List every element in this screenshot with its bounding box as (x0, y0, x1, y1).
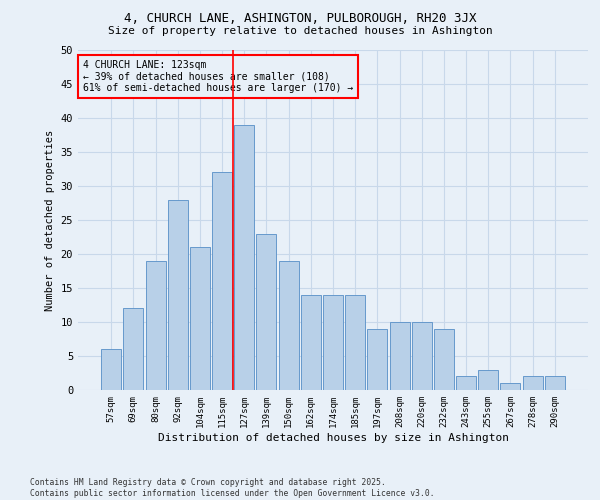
Bar (234, 125, 254, 390)
Bar (345, 295, 365, 390)
Bar (212, 172, 232, 390)
Bar (301, 295, 321, 390)
Bar (412, 322, 432, 390)
Bar (478, 370, 498, 390)
Bar (545, 376, 565, 390)
Bar (523, 376, 542, 390)
Text: Size of property relative to detached houses in Ashington: Size of property relative to detached ho… (107, 26, 493, 36)
Bar (500, 383, 520, 390)
Bar (190, 247, 210, 390)
Bar (434, 329, 454, 390)
Y-axis label: Number of detached properties: Number of detached properties (45, 130, 55, 310)
Bar (367, 329, 388, 390)
Bar (124, 308, 143, 390)
Text: 4, CHURCH LANE, ASHINGTON, PULBOROUGH, RH20 3JX: 4, CHURCH LANE, ASHINGTON, PULBOROUGH, R… (124, 12, 476, 26)
Bar (456, 376, 476, 390)
Bar (146, 261, 166, 390)
Text: Contains HM Land Registry data © Crown copyright and database right 2025.
Contai: Contains HM Land Registry data © Crown c… (30, 478, 434, 498)
Bar (101, 349, 121, 390)
Bar (256, 234, 277, 390)
Bar (323, 295, 343, 390)
X-axis label: Distribution of detached houses by size in Ashington: Distribution of detached houses by size … (157, 432, 509, 442)
Bar (278, 261, 299, 390)
Bar (168, 200, 188, 390)
Bar (389, 322, 410, 390)
Text: 4 CHURCH LANE: 123sqm
← 39% of detached houses are smaller (108)
61% of semi-det: 4 CHURCH LANE: 123sqm ← 39% of detached … (83, 60, 353, 94)
